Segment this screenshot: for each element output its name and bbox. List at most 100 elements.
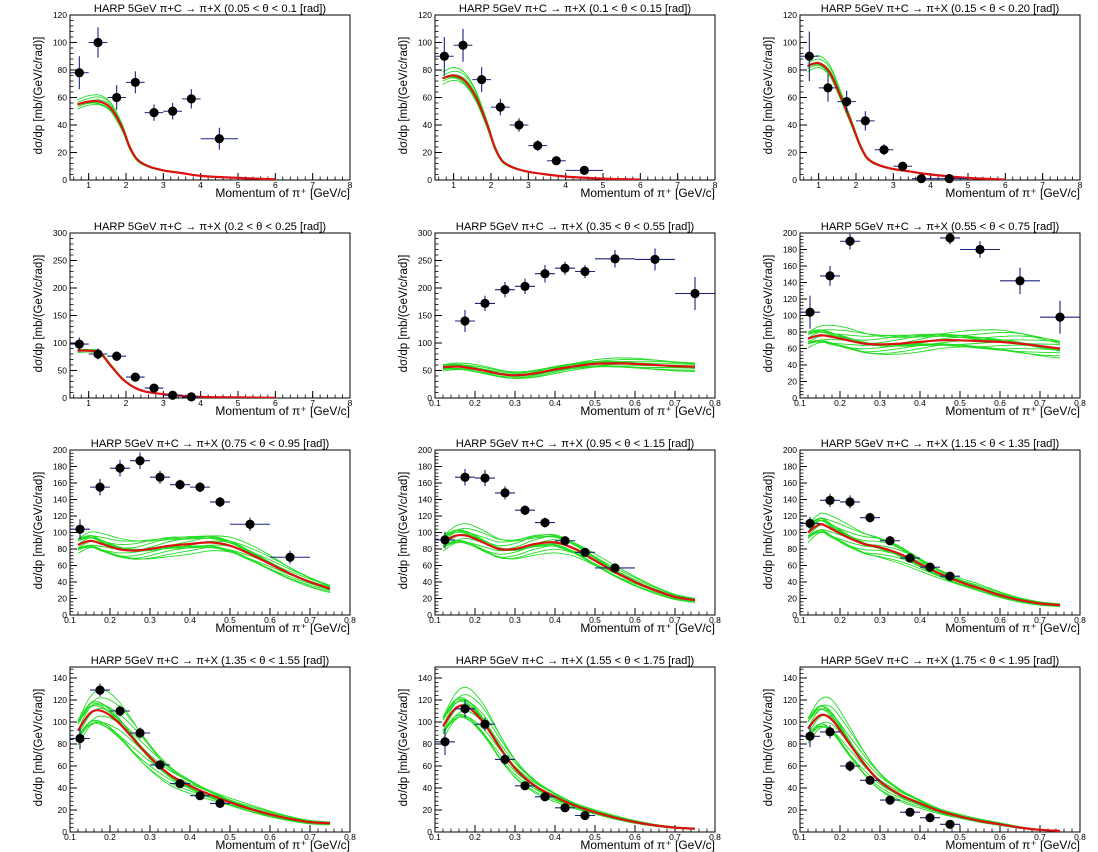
data-point [495,486,515,500]
data-marker [533,141,543,151]
chart-panel-5: HARP 5GeV π+C → π+X (0.35 < θ < 0.55 [ra… [398,221,721,418]
data-point [130,727,150,739]
data-point [840,495,860,509]
data-marker [168,106,178,116]
chart-panel-1: HARP 5GeV π+C → π+X (0.05 < θ < 0.1 [rad… [33,3,353,200]
y-tick-label: 120 [418,695,432,705]
x-tick-label: 3 [161,180,166,190]
x-tick-label: 0.4 [184,615,196,625]
data-point [90,683,110,697]
x-tick-label: 0.5 [954,398,966,408]
x-tick-label: 1 [816,180,821,190]
data-point [880,536,900,546]
data-marker [215,798,225,809]
x-tick-label: 3 [891,180,896,190]
data-point [210,798,230,809]
x-tick-label: 0.1 [794,615,806,625]
data-point [182,89,201,109]
data-marker [580,266,590,277]
plot-frame [434,449,716,616]
chart-title: HARP 5GeV π+C → π+X (1.55 < θ < 1.75 [ra… [456,655,695,667]
data-point [575,547,595,557]
model-central-curve [442,74,641,180]
y-tick-label: 80 [58,739,68,749]
y-tick-label: 120 [418,511,432,521]
data-point [575,264,595,279]
x-tick-label: 0.3 [509,398,521,408]
data-marker [500,285,510,295]
data-marker [93,349,103,359]
data-marker [845,236,855,246]
model-variation-curve [442,360,696,373]
data-point [874,144,894,156]
data-point [860,775,880,785]
y-tick-label: 140 [418,673,432,683]
data-point [163,103,182,120]
data-point [535,264,555,283]
x-tick-label: 7 [310,180,315,190]
model-variation-curve [442,523,696,600]
data-marker [440,535,450,545]
data-marker [898,161,908,171]
model-curves [77,689,331,826]
y-tick-label: 0 [427,393,432,403]
data-marker [551,156,561,166]
x-tick-label: 0.8 [1074,398,1086,408]
chart-panel-3: HARP 5GeV π+C → π+X (0.15 < θ < 0.20 [ra… [763,3,1083,200]
data-point [800,725,820,748]
x-tick-label: 0.4 [914,398,926,408]
data-point [920,813,940,823]
data-marker [500,488,510,498]
y-tick-label: 40 [423,783,433,793]
data-marker [520,281,530,291]
y-axis-label: dσ/dp [mb/(GeV/c/rad)] [763,689,775,807]
data-point [110,705,130,717]
data-point [515,505,535,516]
y-axis-label: dσ/dp [mb/(GeV/c/rad)] [763,37,775,155]
x-tick-label: 2 [854,180,859,190]
data-marker [149,383,159,393]
y-tick-label: 0 [62,827,67,837]
data-marker [560,803,570,813]
data-point [475,469,495,487]
data-marker [805,731,815,741]
data-marker [560,536,570,546]
y-tick-label: 100 [53,717,67,727]
y-tick-label: 20 [788,377,798,387]
y-tick-label: 60 [423,761,433,771]
x-tick-label: 0.1 [429,832,441,842]
chart-title: HARP 5GeV π+C → π+X (1.35 < θ < 1.55 [ra… [91,655,330,667]
model-curves [807,696,1061,832]
x-axis-label: Momentum of π⁺ [GeV/c] [580,838,715,852]
model-central-curve [77,99,276,180]
y-tick-label: 120 [53,511,67,521]
x-tick-label: 2 [124,180,129,190]
model-variation-curve [77,535,331,587]
x-tick-label: 0.7 [1034,615,1046,625]
data-marker [905,553,915,563]
data-marker [285,552,295,562]
y-tick-label: 20 [58,148,68,158]
model-central-curve [807,61,1006,180]
data-point [70,56,89,90]
data-marker [245,519,255,529]
x-tick-label: 7 [310,398,315,408]
y-tick-label: 200 [783,228,797,238]
data-marker [805,307,815,317]
data-point [555,803,575,813]
y-tick-label: 160 [418,478,432,488]
x-tick-label: 0.4 [549,398,561,408]
data-marker [865,513,875,523]
y-tick-label: 160 [783,261,797,271]
plot-frame [434,14,716,181]
data-point [495,281,515,298]
x-axis-label: Momentum of π⁺ [GeV/c] [580,404,715,418]
model-central-curve [807,713,1061,832]
data-marker [885,536,895,546]
y-tick-label: 80 [423,65,433,75]
data-marker [175,779,185,789]
data-marker [905,807,915,817]
y-axis-label: dσ/dp [mb/(GeV/c/rad)] [763,255,775,373]
y-tick-label: 200 [418,445,432,455]
y-tick-label: 0 [792,827,797,837]
